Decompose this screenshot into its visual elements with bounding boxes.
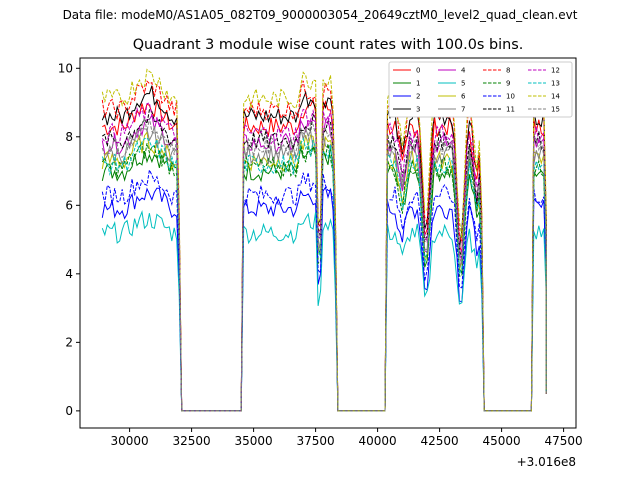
series-line-13 [101,137,547,412]
x-tick-label: 30000 [111,434,149,448]
suptitle: Data file: modeM0/AS1A05_082T09_90000030… [62,8,578,22]
series-line-3 [101,85,547,412]
series-line-10 [101,168,547,412]
legend-label-5: 5 [461,80,465,88]
series-line-15 [101,117,547,412]
series-line-2 [101,186,547,412]
legend-label-14: 14 [551,93,560,101]
legend-label-10: 10 [506,93,515,101]
y-tick-label: 8 [65,130,73,144]
x-tick-label: 35000 [235,434,273,448]
x-tick-label: 45000 [483,434,521,448]
y-tick-label: 4 [65,267,73,281]
legend-box [388,61,573,118]
plot-lines [101,68,547,412]
y-tick-label: 2 [65,335,73,349]
legend-label-11: 11 [506,106,515,114]
x-axis: 30000 32500 35000 37500 40000 42500 45000 47500 [111,428,583,448]
legend-label-13: 13 [551,80,560,88]
legend-label-9: 9 [506,80,510,88]
series-line-4 [101,113,547,412]
series-line-5 [101,210,547,412]
legend-label-15: 15 [551,106,560,114]
legend-label-8: 8 [506,67,510,75]
chart-title: Quadrant 3 module wise count rates with … [133,37,524,53]
x-tick-label: 32500 [173,434,211,448]
y-tick-label: 0 [65,404,73,418]
x-tick-label: 37500 [297,434,335,448]
series-line-8 [101,80,547,412]
y-tick-label: 10 [58,61,73,75]
legend-label-2: 2 [416,93,420,101]
legend-label-4: 4 [461,67,466,75]
legend-label-6: 6 [461,93,466,101]
series-line-14 [101,68,547,412]
legend-label-7: 7 [461,106,465,114]
legend-label-1: 1 [416,80,420,88]
x-tick-label: 47500 [545,434,583,448]
x-tick-label: 42500 [421,434,459,448]
plot-frame [79,57,577,429]
legend-label-0: 0 [416,67,420,75]
x-tick-label: 40000 [359,434,397,448]
series-line-12 [101,102,547,412]
legend-label-12: 12 [551,67,560,75]
y-axis: 0 2 4 6 8 10 [58,61,80,418]
x-offset-label: +3.016e8 [517,455,576,469]
y-tick-label: 6 [65,198,73,212]
legend-label-3: 3 [416,106,420,114]
